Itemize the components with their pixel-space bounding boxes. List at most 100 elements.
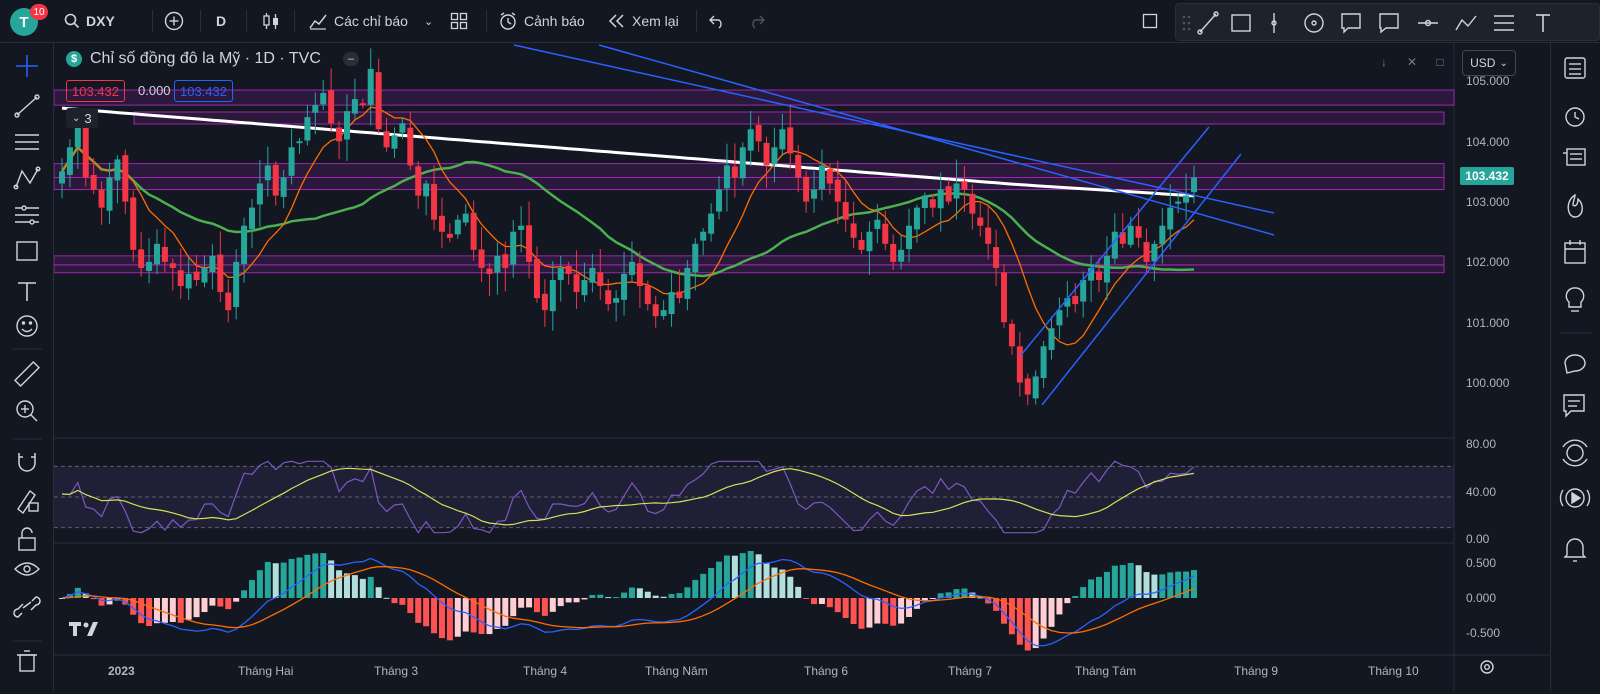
close-icon[interactable]: ✕ <box>1406 55 1418 69</box>
candle-body <box>320 93 327 105</box>
lock-icon[interactable] <box>18 527 36 551</box>
macd-histogram-bar <box>803 598 810 599</box>
indicators-toggle[interactable]: ⌄ 3 <box>66 108 98 128</box>
magnet-icon[interactable] <box>18 453 36 472</box>
macd-histogram-bar <box>328 560 335 598</box>
redo-button[interactable] <box>748 8 766 34</box>
news-icon[interactable] <box>1563 148 1586 166</box>
candle-body <box>874 219 881 229</box>
candle-body <box>977 217 984 226</box>
alert-label: Cảnh báo <box>524 13 585 29</box>
fullscreen-button[interactable] <box>1142 8 1158 34</box>
messages-icon[interactable] <box>1563 394 1585 418</box>
trash-icon[interactable] <box>17 650 37 672</box>
stream-icon[interactable] <box>1559 488 1591 508</box>
currency-selector[interactable]: USD ⌄ <box>1462 50 1516 76</box>
candle-body <box>779 129 786 150</box>
macd-histogram-bar <box>375 587 382 598</box>
bid-price-box[interactable]: 103.432 <box>66 80 125 102</box>
vertical-line-icon[interactable] <box>1271 13 1277 33</box>
drag-handle-icon[interactable] <box>1182 15 1191 31</box>
macd-histogram-bar <box>755 554 762 598</box>
tradingview-logo[interactable] <box>68 620 102 643</box>
rectangle-tool-icon[interactable] <box>1231 14 1251 32</box>
candle-body <box>193 271 200 280</box>
path-icon[interactable] <box>1455 15 1477 31</box>
zoom-in-icon[interactable] <box>16 400 38 422</box>
macd-histogram-bar <box>953 589 960 598</box>
fib-icon[interactable] <box>15 134 39 150</box>
macd-histogram-bar <box>708 567 715 598</box>
right-sidebar <box>1550 43 1600 691</box>
text-icon[interactable] <box>18 282 36 301</box>
candle-body <box>716 189 723 212</box>
arrow-down-icon[interactable]: ↓ <box>1381 55 1387 69</box>
interval-button[interactable]: D <box>216 8 226 34</box>
target-icon[interactable] <box>1304 13 1324 33</box>
eye-icon[interactable] <box>14 562 40 576</box>
chart-type-button[interactable] <box>262 8 280 34</box>
macd-histogram-bar <box>138 598 145 624</box>
legend-collapse-button[interactable]: – <box>342 52 359 66</box>
macd-histogram-bar <box>565 598 572 603</box>
indicators-button[interactable]: Các chỉ báo ⌄ <box>308 8 433 34</box>
rsi-line <box>61 460 1195 534</box>
price-tick-label: 103.000 <box>1466 195 1510 209</box>
candle-body <box>541 293 548 311</box>
price-chart[interactable] <box>54 43 1550 691</box>
macd-histogram-bar <box>700 573 707 598</box>
layouts-button[interactable] <box>450 8 468 34</box>
menu-lines-icon[interactable] <box>1494 15 1514 31</box>
support-icon[interactable] <box>1562 439 1588 467</box>
pane-controls: ↓ ✕ □ <box>1373 52 1451 72</box>
macd-histogram-bar <box>1072 596 1079 598</box>
line-tool-icon[interactable] <box>1197 11 1219 35</box>
text-tool-icon[interactable] <box>1536 14 1550 32</box>
candle-body <box>153 243 160 265</box>
trendline-icon[interactable] <box>14 94 40 118</box>
macd-histogram-bar <box>589 594 596 598</box>
hotlist-icon[interactable] <box>1567 193 1583 218</box>
comment-icon[interactable] <box>1379 13 1399 34</box>
macd-tick-label: 0.000 <box>1466 591 1497 605</box>
macd-histogram-bar <box>913 598 920 609</box>
watchlist-icon[interactable] <box>1564 57 1586 79</box>
crosshair-icon[interactable] <box>16 55 38 77</box>
chevron-down-icon: ⌄ <box>423 15 434 28</box>
emoji-icon[interactable] <box>16 315 38 337</box>
chat-icon[interactable] <box>1564 354 1586 374</box>
ruler-icon[interactable] <box>13 360 41 388</box>
settings-gear[interactable] <box>1478 658 1496 679</box>
lock-drawing-icon[interactable] <box>17 489 39 515</box>
drawing-toolbar <box>1175 3 1600 41</box>
candle-body <box>906 225 913 250</box>
candle-body <box>351 99 358 114</box>
candle-body <box>510 231 517 265</box>
chevron-down-icon: ⌄ <box>72 112 81 124</box>
link-icon[interactable] <box>13 596 41 618</box>
alerts-clock-icon[interactable] <box>1565 107 1585 127</box>
candle-body <box>1135 226 1142 238</box>
compare-button[interactable] <box>164 8 184 34</box>
ideas-icon[interactable] <box>1565 287 1585 312</box>
notifications-icon[interactable] <box>1563 538 1587 562</box>
ask-price-box[interactable]: 103.432 <box>174 80 233 102</box>
price-tick-label: 100.000 <box>1466 376 1510 390</box>
shapes-icon[interactable] <box>16 241 38 261</box>
pattern-icon[interactable] <box>13 166 41 190</box>
candle-body <box>700 231 707 241</box>
candle-body <box>890 243 897 262</box>
forecast-icon[interactable] <box>15 205 39 225</box>
candle-body <box>573 274 580 293</box>
candle-body <box>1127 225 1134 245</box>
sr-zone <box>54 163 1445 178</box>
symbol-search[interactable]: DXY <box>64 8 115 34</box>
alert-button[interactable]: Cảnh báo <box>498 8 585 34</box>
price-label-icon[interactable] <box>1418 19 1438 27</box>
maximize-icon[interactable]: □ <box>1436 55 1444 69</box>
callout-icon[interactable] <box>1341 13 1361 34</box>
calendar-icon[interactable] <box>1564 240 1586 264</box>
macd-histogram-bar <box>795 586 802 598</box>
replay-button[interactable]: Xem lại <box>608 8 679 34</box>
undo-button[interactable] <box>708 8 726 34</box>
